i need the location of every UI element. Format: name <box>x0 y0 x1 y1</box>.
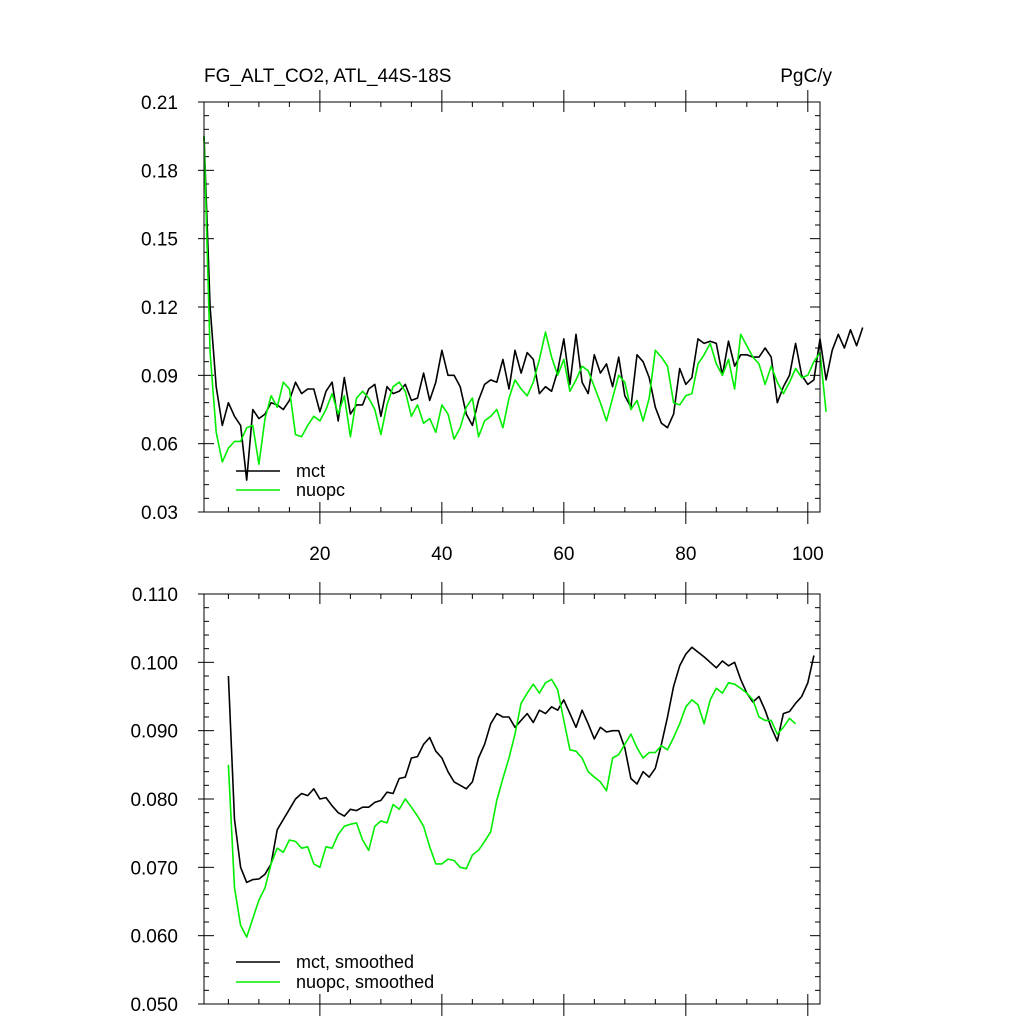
top-panel-title: FG_ALT_CO2, ATL_44S-18S <box>204 66 451 87</box>
bottom-panel: 0.050 0.060 0.070 0.080 0.090 0.100 0.110 mct,… <box>130 582 821 1016</box>
y-tick-label: 0.070 <box>130 858 178 879</box>
y-tick-label: 0.18 <box>141 161 178 182</box>
x-tick-label: 80 <box>675 544 696 565</box>
bottom-panel-tick-labels: 0.050 0.060 0.070 0.080 0.090 0.100 0.110 <box>130 585 178 1016</box>
top-panel-ticks <box>198 90 820 524</box>
legend-label-mct: mct <box>296 461 325 481</box>
bottom-panel-series <box>227 646 815 938</box>
y-tick-label: 0.080 <box>130 790 178 811</box>
legend-label-nuopc: nuopc <box>296 480 345 500</box>
y-tick-label: 0.06 <box>141 435 178 456</box>
y-tick-label: 0.15 <box>141 230 178 251</box>
top-panel-frame <box>203 101 821 513</box>
top-panel-units: PgC/y <box>780 66 832 87</box>
y-tick-label: 0.100 <box>130 653 178 674</box>
bottom-panel-legend: mct, smoothed nuopc, smoothed <box>236 952 434 992</box>
top-panel-series <box>203 136 864 481</box>
y-tick-label: 0.090 <box>130 722 178 743</box>
x-tick-label: 60 <box>553 544 574 565</box>
series-line-nuopc <box>203 136 827 466</box>
series-line-nuopc-smoothed <box>227 678 797 938</box>
legend-label-mct-smoothed: mct, smoothed <box>296 952 414 972</box>
y-tick-label: 0.21 <box>141 93 178 114</box>
legend-label-nuopc-smoothed: nuopc, smoothed <box>296 972 434 992</box>
top-panel: FG_ALT_CO2, ATL_44S-18S PgC/y 0.030.060.… <box>141 66 864 565</box>
y-tick-label: 0.09 <box>141 366 178 387</box>
bottom-panel-frame <box>203 593 821 1005</box>
x-tick-label: 20 <box>309 544 330 565</box>
x-tick-label: 100 <box>792 544 824 565</box>
top-panel-legend: mct nuopc <box>236 461 345 500</box>
x-tick-label: 40 <box>431 544 452 565</box>
y-tick-label: 0.050 <box>130 995 178 1016</box>
series-line-mct-smoothed <box>227 646 815 884</box>
y-tick-label: 0.12 <box>141 298 178 319</box>
y-tick-label: 0.110 <box>132 585 178 606</box>
y-tick-label: 0.060 <box>130 927 178 948</box>
y-tick-label: 0.03 <box>141 503 178 524</box>
top-panel-tick-labels: 0.03 0.06 0.09 0.12 0.15 0.18 0.21 20 40 60 80 100 <box>141 93 824 565</box>
